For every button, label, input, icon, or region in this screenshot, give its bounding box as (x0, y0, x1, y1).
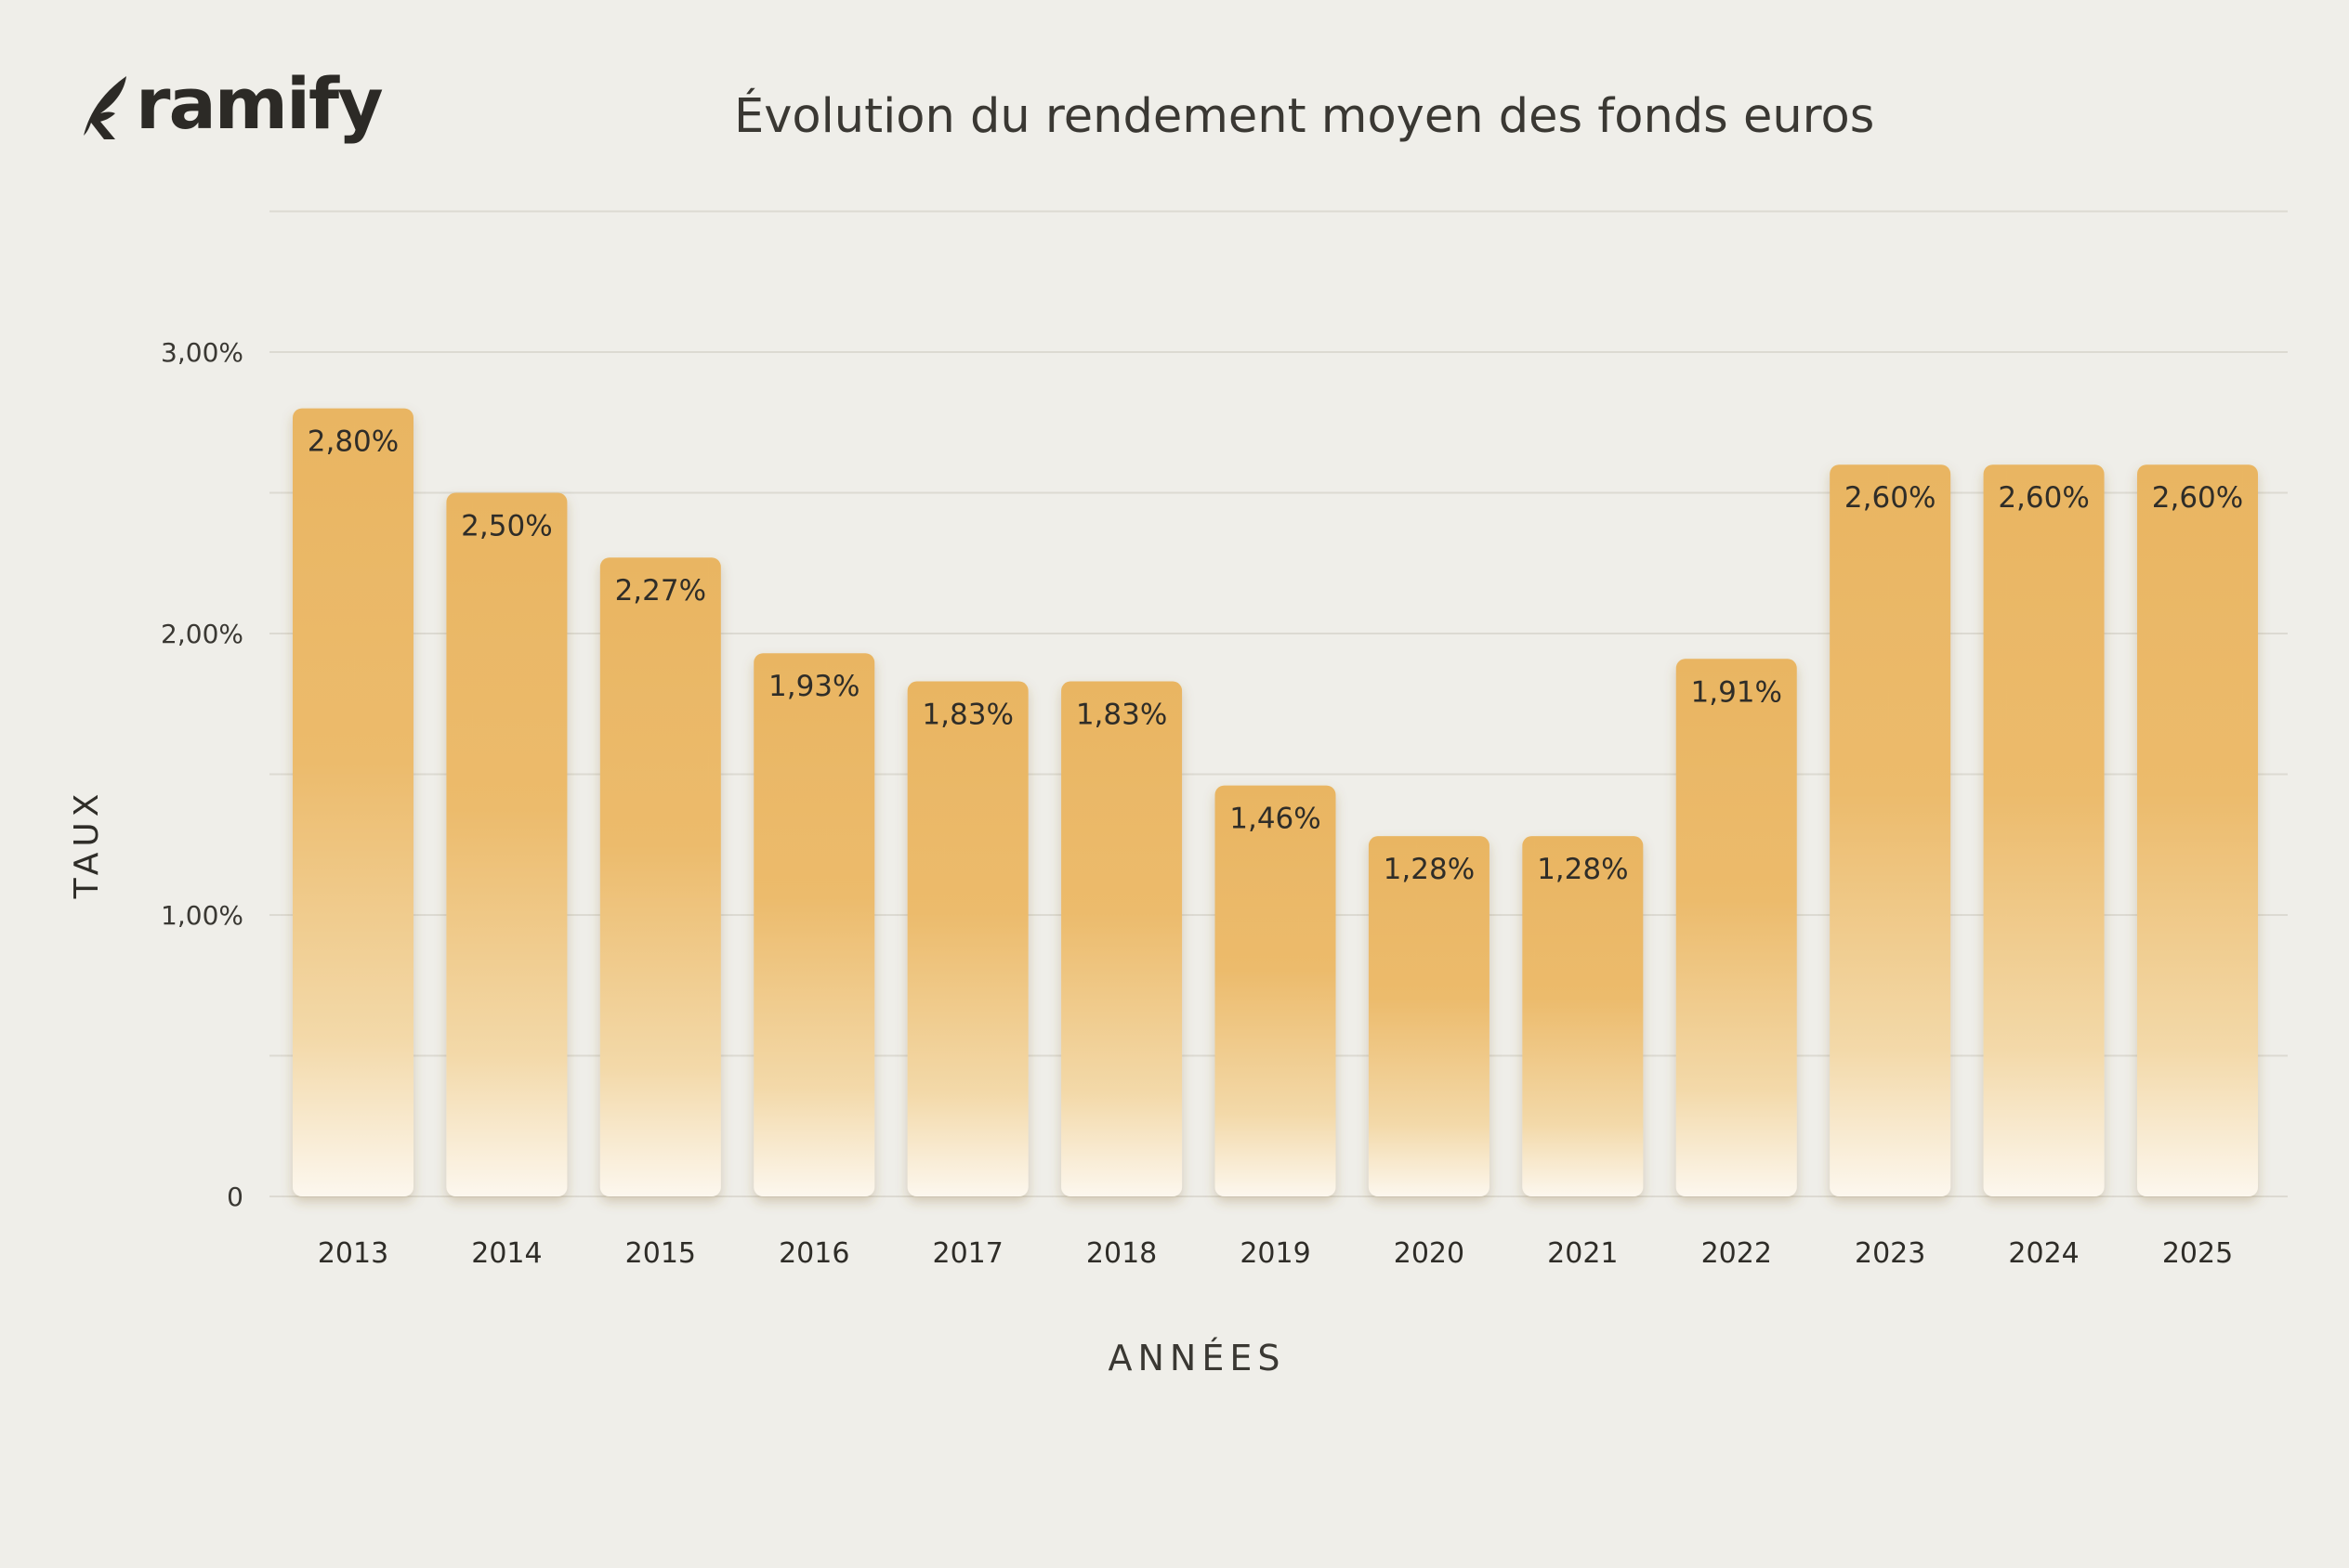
y-tick-labels: 0 1,00% 2,00% 3,00% (161, 337, 243, 1212)
bar-value-label: 1,83% (1076, 699, 1167, 732)
y-tick-label: 2,00% (161, 619, 243, 649)
bar (293, 408, 413, 1197)
bar (1522, 836, 1644, 1196)
chart-title: Évolution du rendement moyen des fonds e… (734, 89, 1875, 144)
x-axis-label: ANNÉES (1108, 1338, 1286, 1379)
bar-value-label: 2,60% (1998, 481, 2089, 515)
x-tick-label: 2023 (1855, 1237, 1925, 1270)
bar (754, 653, 875, 1196)
y-tick-label: 3,00% (161, 337, 243, 368)
bar-value-label: 2,80% (308, 425, 399, 459)
x-tick-label: 2013 (318, 1237, 388, 1270)
bar (1983, 464, 2105, 1196)
x-tick-label: 2020 (1394, 1237, 1464, 1270)
bar (907, 681, 1029, 1196)
x-tick-label: 2016 (779, 1237, 849, 1270)
x-tick-label: 2024 (2008, 1237, 2079, 1270)
bar-value-label: 1,93% (768, 670, 860, 703)
y-tick-label: 0 (227, 1182, 243, 1212)
bar-value-label: 1,83% (922, 699, 1013, 732)
bar-value-label: 1,91% (1691, 675, 1782, 709)
bar-value-label: 2,27% (615, 574, 706, 608)
y-tick-label: 1,00% (161, 900, 243, 931)
bar-value-label: 2,60% (2152, 481, 2243, 515)
bar-value-label: 2,50% (461, 510, 552, 543)
bar (1675, 659, 1797, 1196)
bar (1061, 681, 1183, 1196)
bar-value-label: 1,28% (1537, 853, 1628, 886)
x-tick-label: 2015 (625, 1237, 696, 1270)
brand-name: ramify (136, 62, 384, 145)
bar (599, 557, 721, 1196)
x-tick-label: 2017 (932, 1237, 1003, 1270)
x-tick-labels: 2013 2014 2015 2016 2017 2018 2019 2020 2021 2022… (318, 1237, 2233, 1270)
x-tick-label: 2021 (1547, 1237, 1618, 1270)
bar-value-label: 2,60% (1844, 481, 1936, 515)
x-tick-label: 2022 (1701, 1237, 1772, 1270)
x-tick-label: 2014 (471, 1237, 542, 1270)
x-tick-label: 2025 (2162, 1237, 2233, 1270)
ramify-logo: ramify (78, 62, 384, 145)
bar (2137, 464, 2258, 1196)
bar (1214, 785, 1336, 1196)
bar-value-label: 1,28% (1384, 853, 1475, 886)
bar-value-label: 1,46% (1229, 803, 1320, 836)
x-tick-label: 2018 (1086, 1237, 1157, 1270)
bar (446, 492, 568, 1196)
bars (293, 408, 2258, 1197)
x-tick-label: 2019 (1240, 1237, 1310, 1270)
bar (1368, 836, 1489, 1196)
leaf-r-icon (84, 76, 126, 139)
data-labels: 2,80% 2,50% 2,27% 1,93% 1,83% 1,83% 1,46% 1,28%… (308, 425, 2243, 887)
bar (1830, 464, 1951, 1196)
